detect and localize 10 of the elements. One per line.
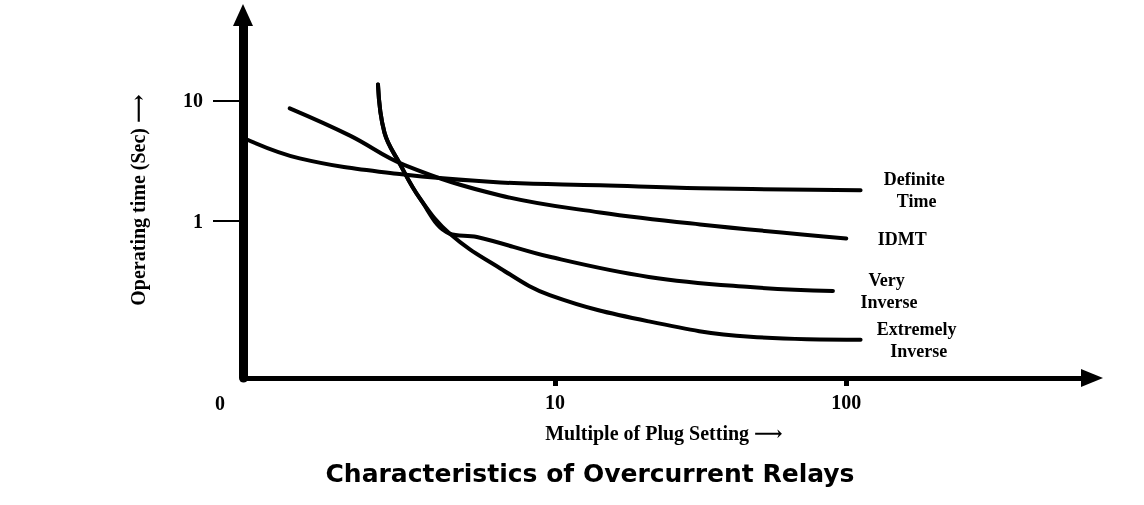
x-axis-title: Multiple of Plug Setting ⟶ bbox=[545, 422, 783, 445]
series-label: Definite Time bbox=[883, 169, 950, 212]
series-label: Very Inverse bbox=[860, 269, 918, 312]
text: Characteristics of Overcurrent Relays bbox=[325, 459, 855, 488]
text: 0 bbox=[215, 392, 225, 414]
x-tick-label: 100 bbox=[831, 391, 862, 413]
y-axis-title: Operating time (Sec) ⟶ bbox=[127, 94, 150, 306]
y-tick-label: 1 bbox=[193, 209, 203, 232]
series-label: IDMT bbox=[877, 228, 927, 249]
series-label: Extremely Inverse bbox=[876, 318, 957, 361]
